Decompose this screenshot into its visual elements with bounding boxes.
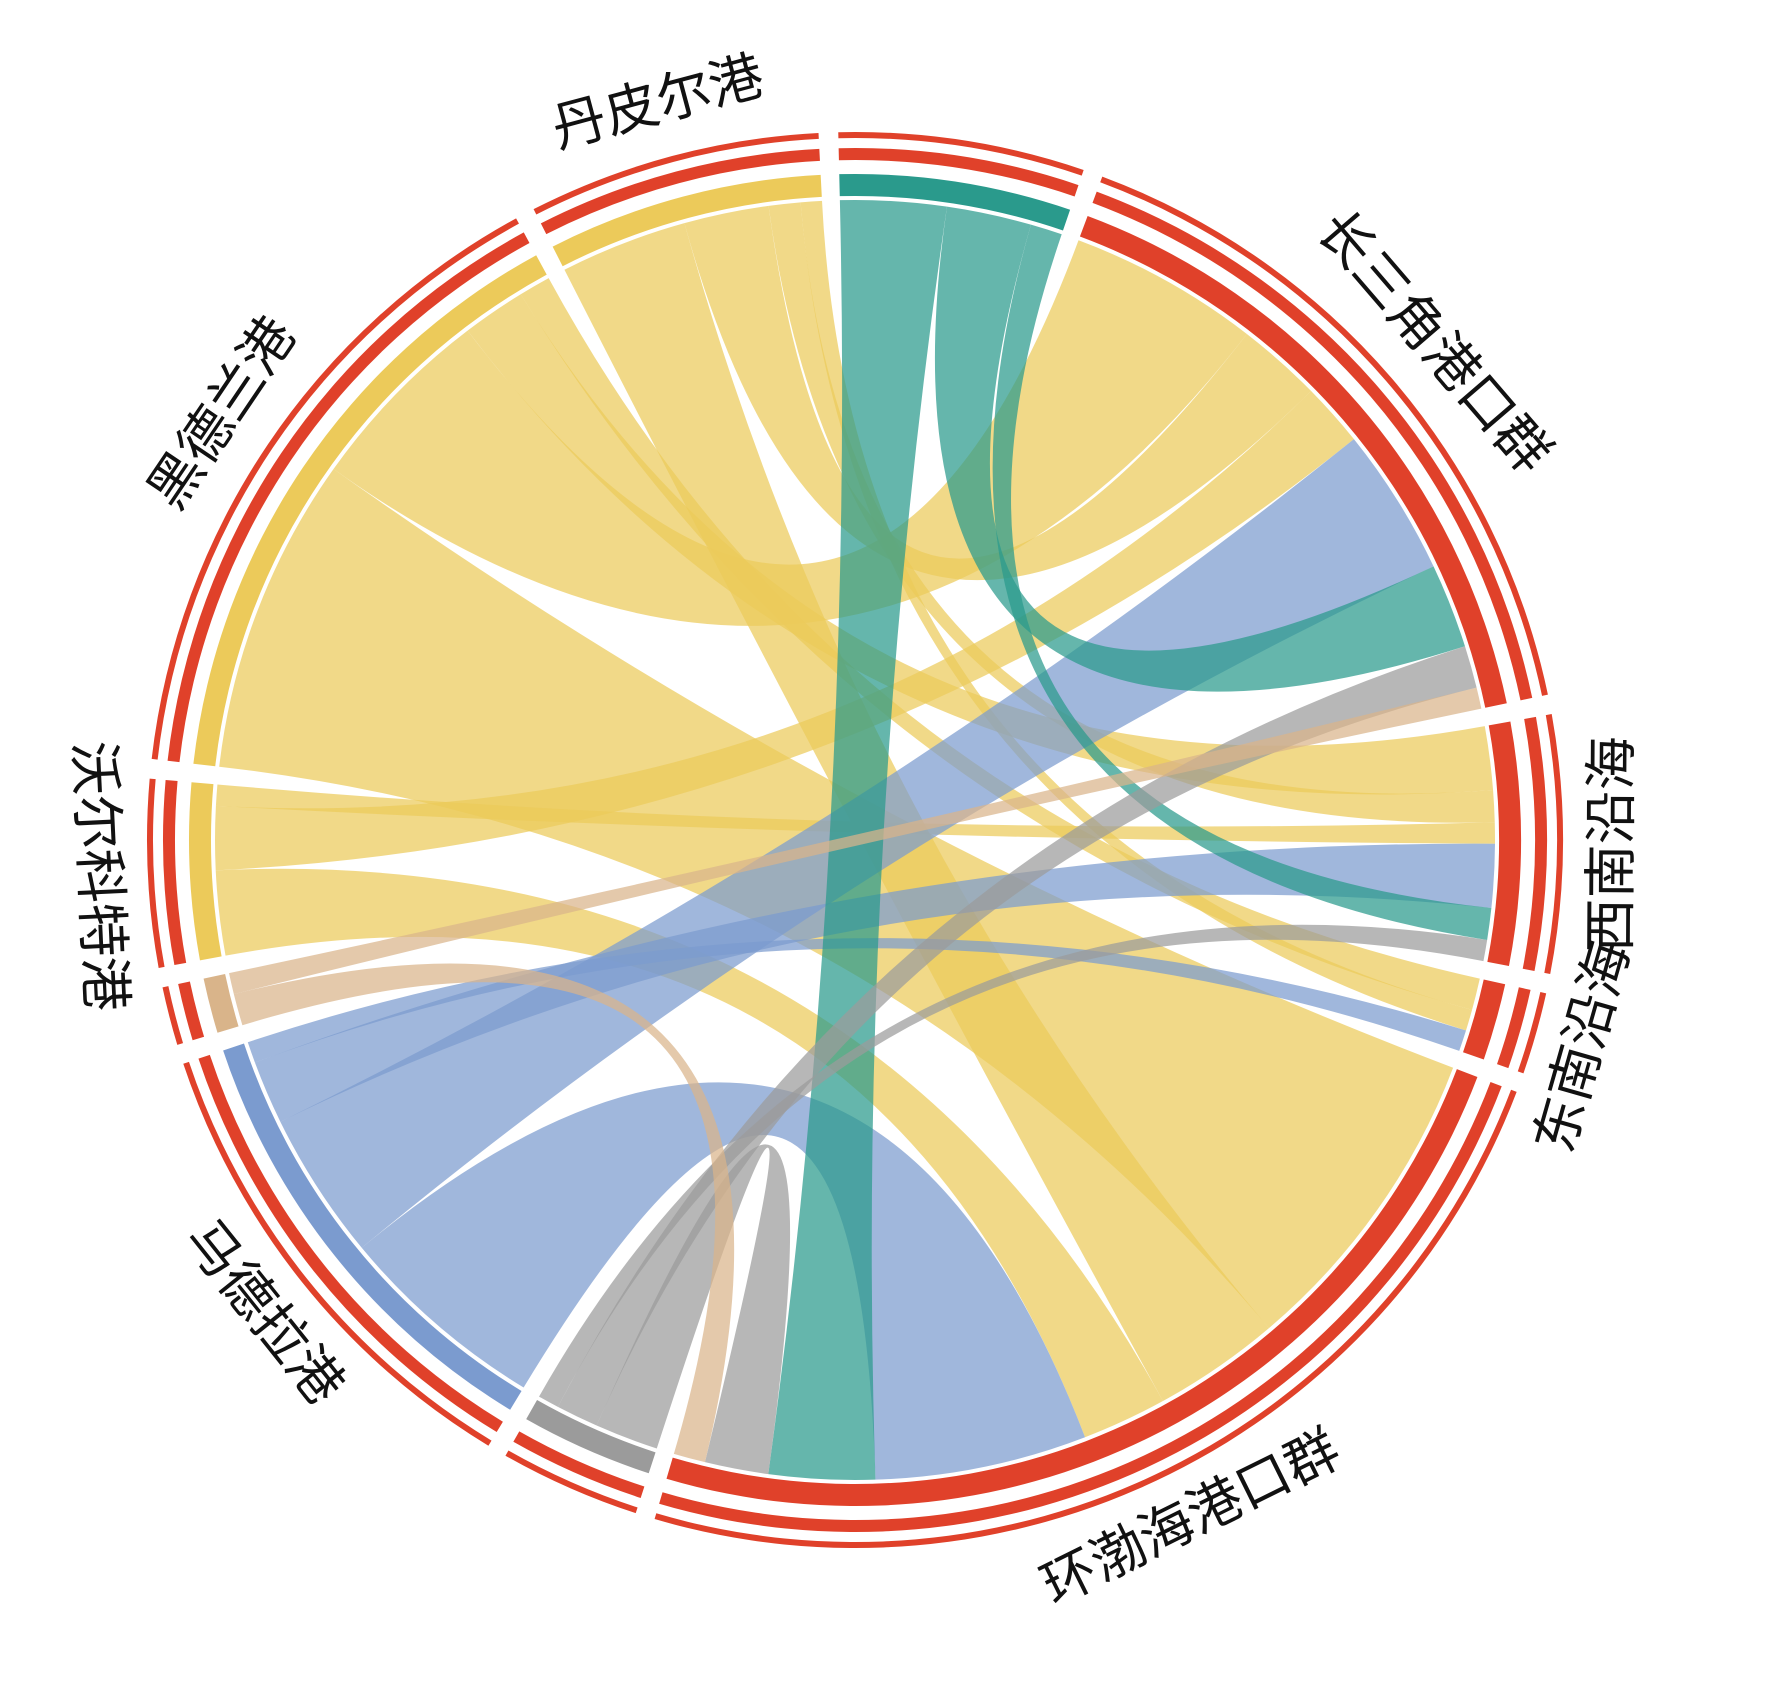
chord <box>467 294 1494 795</box>
group-outer-arc <box>513 1431 645 1498</box>
group-outer-arc <box>163 779 187 966</box>
group-outer-arc <box>1522 716 1547 971</box>
group-outer-arc <box>838 148 1079 197</box>
group-outer-arc <box>147 778 165 968</box>
group-arc <box>203 974 239 1033</box>
chord <box>333 240 1247 626</box>
group-outer-arc <box>540 148 820 235</box>
group-arc <box>1487 721 1521 967</box>
group-label: 黑德兰港 <box>135 306 308 520</box>
group-arc <box>526 1400 656 1474</box>
group-label: 东南沿海 <box>1522 934 1642 1159</box>
chord <box>247 938 1466 1063</box>
chord <box>684 205 1312 581</box>
chord <box>361 1082 1086 1480</box>
rings <box>147 132 1563 1548</box>
chord <box>229 687 1482 995</box>
group-label: 沃尔科特港 <box>62 739 138 1012</box>
chords <box>215 200 1495 1480</box>
group-outer-arc <box>1544 714 1563 975</box>
group-arc <box>189 782 222 961</box>
group-outer-arc <box>162 986 184 1045</box>
group-arc <box>552 174 822 267</box>
chord <box>215 391 1354 871</box>
group-arc <box>1463 979 1506 1060</box>
chord <box>934 206 1465 692</box>
group-label: 西南沿海 <box>1579 736 1643 952</box>
group-outer-arc <box>178 981 205 1041</box>
group-arc <box>839 174 1071 231</box>
group-outer-arc <box>505 1450 638 1514</box>
group-outer-arc <box>1517 992 1547 1074</box>
chord <box>596 1144 791 1475</box>
group-outer-arc <box>1497 987 1531 1069</box>
group-outer-arc <box>838 132 1084 176</box>
group-arc <box>223 1043 522 1410</box>
